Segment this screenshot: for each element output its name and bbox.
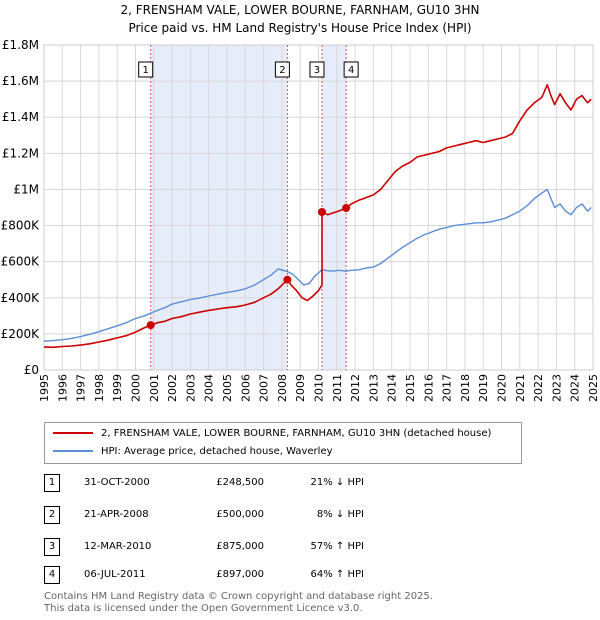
transaction-price: £875,000	[216, 541, 264, 552]
x-tick-label: 2004	[203, 374, 216, 402]
transaction-labels: 1 2 3 4	[138, 61, 359, 78]
legend-hpi-label: HPI: Average price, detached house, Wave…	[101, 446, 333, 457]
footer-licence: This data is licensed under the Open Gov…	[44, 603, 363, 614]
x-tick-label: 1997	[75, 374, 88, 402]
shaded-ranges	[150, 45, 347, 370]
y-tick-label: £800K	[1, 219, 41, 233]
x-tick-label: 2021	[514, 374, 527, 402]
x-tick-label: 2009	[294, 374, 307, 402]
y-tick-label: £1.2M	[2, 146, 39, 160]
transaction-label: 1	[143, 65, 149, 76]
transaction-row: 2 21-APR-2008 £500,000 8% ↓ HPI	[44, 506, 444, 524]
footer-copyright: Contains HM Land Registry data © Crown c…	[44, 591, 433, 602]
transaction-hpi: 57% ↑ HPI	[310, 541, 364, 552]
transaction-hpi: 21% ↓ HPI	[310, 477, 364, 488]
x-tick-label: 2014	[386, 374, 399, 402]
price-chart: 1 2 3 4 £0 £200K £400K £600K £800K £1M £1.2M £1.4M…	[1, 38, 600, 402]
legend-property: 2, FRENSHAM VALE, LOWER BOURNE, FARNHAM,…	[53, 426, 491, 442]
transaction-label-box	[309, 61, 325, 78]
x-tick-label: 1996	[56, 374, 69, 402]
legend-hpi-swatch	[53, 450, 93, 452]
legend-property-label: 2, FRENSHAM VALE, LOWER BOURNE, FARNHAM,…	[101, 428, 492, 439]
transaction-label-box	[274, 61, 290, 78]
transaction-marker	[317, 208, 326, 217]
transaction-row: 3 12-MAR-2010 £875,000 57% ↑ HPI	[44, 538, 444, 556]
y-axis: £0 £200K £400K £600K £800K £1M £1.2M £1.4M £1.6M…	[1, 38, 41, 377]
transaction-date: 21-APR-2008	[84, 509, 149, 520]
shaded-range	[321, 45, 347, 370]
x-tick-label: 2011	[331, 374, 344, 402]
x-tick-label: 2023	[550, 374, 563, 402]
transaction-number: 2	[44, 506, 60, 524]
transaction-label: 3	[314, 65, 320, 76]
transaction-marker	[342, 204, 351, 213]
transaction-label: 2	[279, 65, 285, 76]
x-tick-label: 2003	[184, 374, 197, 402]
transaction-price: £248,500	[216, 477, 264, 488]
x-tick-label: 2010	[313, 374, 326, 402]
transaction-date: 12-MAR-2010	[84, 541, 152, 552]
transaction-price: £500,000	[216, 509, 264, 520]
x-tick-label: 1999	[111, 374, 124, 402]
transaction-label-box	[343, 61, 359, 78]
x-tick-label: 2001	[148, 374, 161, 402]
transaction-date: 31-OCT-2000	[84, 477, 150, 488]
x-tick-label: 1998	[93, 374, 106, 402]
transaction-number: 1	[44, 474, 60, 492]
x-tick-label: 2020	[496, 374, 509, 402]
transaction-label-box	[138, 61, 154, 78]
transaction-date: 06-JUL-2011	[84, 569, 146, 580]
transaction-label: 4	[348, 65, 354, 76]
x-tick-label: 2013	[367, 374, 380, 402]
y-tick-label: £1.8M	[2, 38, 39, 52]
x-tick-label: 2015	[404, 374, 417, 402]
y-tick-label: £200K	[1, 327, 41, 341]
x-tick-label: 2002	[166, 374, 179, 402]
x-tick-label: 2018	[459, 374, 472, 402]
legend-hpi: HPI: Average price, detached house, Wave…	[53, 444, 333, 460]
x-tick-label: 2016	[422, 374, 435, 402]
x-tick-label: 2024	[569, 374, 582, 402]
hpi-line	[43, 188, 592, 342]
x-tick-label: 2012	[349, 374, 362, 402]
transaction-hpi: 8% ↓ HPI	[316, 509, 364, 520]
transaction-hpi: 64% ↑ HPI	[310, 569, 364, 580]
property-price-line	[43, 83, 592, 349]
y-tick-label: £600K	[1, 255, 41, 269]
transaction-row: 1 31-OCT-2000 £248,500 21% ↓ HPI	[44, 474, 444, 492]
y-tick-label: £1.6M	[2, 74, 39, 88]
transaction-markers	[146, 204, 351, 330]
transaction-number: 4	[44, 566, 60, 584]
transaction-marker	[146, 321, 155, 330]
transaction-row: 4 06-JUL-2011 £897,000 64% ↑ HPI	[44, 566, 444, 584]
gridlines	[43, 44, 594, 371]
y-tick-label: £0	[24, 363, 39, 377]
plot-border	[43, 44, 594, 371]
series-lines	[43, 83, 592, 349]
x-tick-label: 2005	[221, 374, 234, 402]
x-tick-label: 2022	[532, 374, 545, 402]
x-axis: 1995 1996 1997 1998 1999 2000 2001 2002 2003 2004…	[38, 374, 600, 402]
chart-subtitle: Price paid vs. HM Land Registry's House …	[128, 21, 472, 35]
y-tick-label: £400K	[1, 291, 41, 305]
x-tick-label: 2006	[239, 374, 252, 402]
x-tick-label: 1995	[38, 374, 51, 402]
transaction-price: £897,000	[216, 569, 264, 580]
x-tick-label: 2008	[276, 374, 289, 402]
x-tick-label: 2019	[477, 374, 490, 402]
x-tick-label: 2025	[587, 374, 600, 402]
x-tick-label: 2000	[130, 374, 143, 402]
transaction-number: 3	[44, 538, 60, 556]
x-tick-label: 2017	[441, 374, 454, 402]
chart-title: 2, FRENSHAM VALE, LOWER BOURNE, FARNHAM,…	[120, 3, 480, 17]
x-tick-label: 2007	[258, 374, 271, 402]
shaded-range	[150, 45, 288, 370]
legend: 2, FRENSHAM VALE, LOWER BOURNE, FARNHAM,…	[44, 422, 522, 464]
legend-property-swatch	[53, 432, 93, 434]
y-tick-label: £1.4M	[2, 110, 39, 124]
y-tick-label: £1M	[13, 182, 39, 196]
transaction-marker	[283, 275, 292, 284]
